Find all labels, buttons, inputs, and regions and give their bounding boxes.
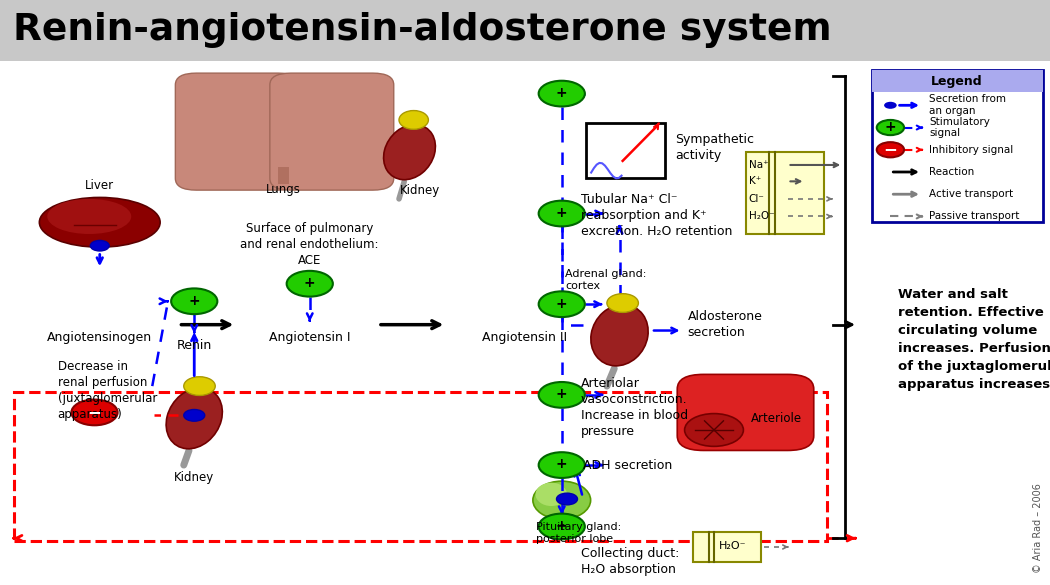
Ellipse shape bbox=[166, 388, 223, 449]
Bar bbox=[278, 167, 289, 184]
Text: H₂O⁻: H₂O⁻ bbox=[719, 541, 747, 552]
Text: Kidney: Kidney bbox=[174, 471, 214, 484]
FancyBboxPatch shape bbox=[586, 123, 665, 178]
Text: +: + bbox=[555, 206, 568, 220]
Circle shape bbox=[877, 120, 904, 135]
Text: K⁺: K⁺ bbox=[749, 176, 761, 187]
Ellipse shape bbox=[591, 305, 648, 366]
Circle shape bbox=[685, 414, 743, 446]
Text: Lungs: Lungs bbox=[266, 183, 301, 195]
Text: Tubular Na⁺ Cl⁻
reabsorption and K⁺
excretion. H₂O retention: Tubular Na⁺ Cl⁻ reabsorption and K⁺ excr… bbox=[581, 193, 732, 238]
Circle shape bbox=[539, 382, 585, 408]
Text: Reaction: Reaction bbox=[929, 167, 974, 177]
Text: Collecting duct:
H₂O absorption: Collecting duct: H₂O absorption bbox=[581, 547, 679, 576]
Circle shape bbox=[556, 493, 578, 505]
Text: +: + bbox=[555, 457, 568, 472]
Circle shape bbox=[539, 201, 585, 226]
Text: Angiotensin I: Angiotensin I bbox=[269, 331, 351, 343]
Text: Adrenal gland:
cortex: Adrenal gland: cortex bbox=[565, 269, 646, 291]
Text: © Aria Rad – 2006: © Aria Rad – 2006 bbox=[1032, 483, 1043, 573]
Text: Legend: Legend bbox=[931, 75, 983, 88]
Text: Kidney: Kidney bbox=[400, 184, 440, 197]
Text: Passive transport: Passive transport bbox=[929, 211, 1020, 222]
FancyBboxPatch shape bbox=[175, 73, 299, 190]
Text: Decrease in
renal perfusion
(juxtaglomerular
apparatus): Decrease in renal perfusion (juxtaglomer… bbox=[58, 360, 158, 421]
Text: H₂O⁻: H₂O⁻ bbox=[749, 211, 774, 222]
Ellipse shape bbox=[536, 483, 567, 506]
Circle shape bbox=[539, 514, 585, 539]
Text: +: + bbox=[188, 294, 201, 308]
Text: Stimulatory
signal: Stimulatory signal bbox=[929, 117, 990, 138]
Circle shape bbox=[539, 291, 585, 317]
Text: Aldosterone
secretion: Aldosterone secretion bbox=[688, 310, 762, 339]
Text: ADH secretion: ADH secretion bbox=[583, 459, 672, 472]
Circle shape bbox=[539, 452, 585, 478]
Ellipse shape bbox=[607, 294, 638, 312]
Text: Surface of pulmonary
and renal endothelium:
ACE: Surface of pulmonary and renal endotheli… bbox=[240, 222, 379, 267]
Text: +: + bbox=[884, 120, 897, 134]
Text: +: + bbox=[555, 297, 568, 311]
Text: Angiotensinogen: Angiotensinogen bbox=[47, 331, 152, 343]
Circle shape bbox=[90, 240, 109, 251]
Ellipse shape bbox=[532, 481, 590, 519]
Text: +: + bbox=[555, 519, 568, 533]
Text: Water and salt
retention. Effective
circulating volume
increases. Perfusion
of t: Water and salt retention. Effective circ… bbox=[898, 288, 1050, 391]
Text: Renin-angiotensin-aldosterone system: Renin-angiotensin-aldosterone system bbox=[13, 12, 832, 49]
Text: Pituitary gland:
posterior lobe: Pituitary gland: posterior lobe bbox=[536, 522, 621, 544]
Ellipse shape bbox=[40, 198, 160, 247]
Text: −: − bbox=[87, 403, 102, 421]
Text: Liver: Liver bbox=[85, 179, 114, 192]
Ellipse shape bbox=[47, 199, 131, 234]
Circle shape bbox=[539, 81, 585, 106]
Text: Cl⁻: Cl⁻ bbox=[749, 194, 764, 204]
Text: Secretion from
an organ: Secretion from an organ bbox=[929, 95, 1006, 116]
Circle shape bbox=[171, 288, 217, 314]
Text: Arteriole: Arteriole bbox=[751, 412, 802, 425]
FancyBboxPatch shape bbox=[0, 0, 1050, 61]
Circle shape bbox=[877, 142, 904, 157]
Text: Inhibitory signal: Inhibitory signal bbox=[929, 144, 1013, 155]
FancyBboxPatch shape bbox=[872, 70, 1043, 92]
FancyBboxPatch shape bbox=[746, 152, 824, 234]
Circle shape bbox=[287, 271, 333, 297]
Ellipse shape bbox=[383, 125, 436, 180]
Text: +: + bbox=[303, 276, 316, 290]
Text: Angiotensin II: Angiotensin II bbox=[482, 331, 568, 343]
FancyBboxPatch shape bbox=[677, 374, 814, 450]
Text: Active transport: Active transport bbox=[929, 189, 1013, 199]
Ellipse shape bbox=[184, 377, 215, 395]
Text: Arteriolar
vasoconstriction.
Increase in blood
pressure: Arteriolar vasoconstriction. Increase in… bbox=[581, 377, 688, 438]
Text: +: + bbox=[555, 86, 568, 100]
FancyBboxPatch shape bbox=[693, 532, 761, 562]
FancyBboxPatch shape bbox=[270, 73, 394, 190]
Text: Renin: Renin bbox=[176, 339, 212, 352]
Circle shape bbox=[71, 400, 118, 425]
Circle shape bbox=[884, 102, 897, 109]
Ellipse shape bbox=[399, 111, 428, 129]
Text: −: − bbox=[883, 140, 898, 158]
Text: +: + bbox=[555, 387, 568, 401]
Text: Na⁺: Na⁺ bbox=[749, 160, 769, 170]
Text: Sympathetic
activity: Sympathetic activity bbox=[675, 133, 754, 162]
Circle shape bbox=[184, 410, 205, 421]
FancyBboxPatch shape bbox=[872, 70, 1043, 222]
